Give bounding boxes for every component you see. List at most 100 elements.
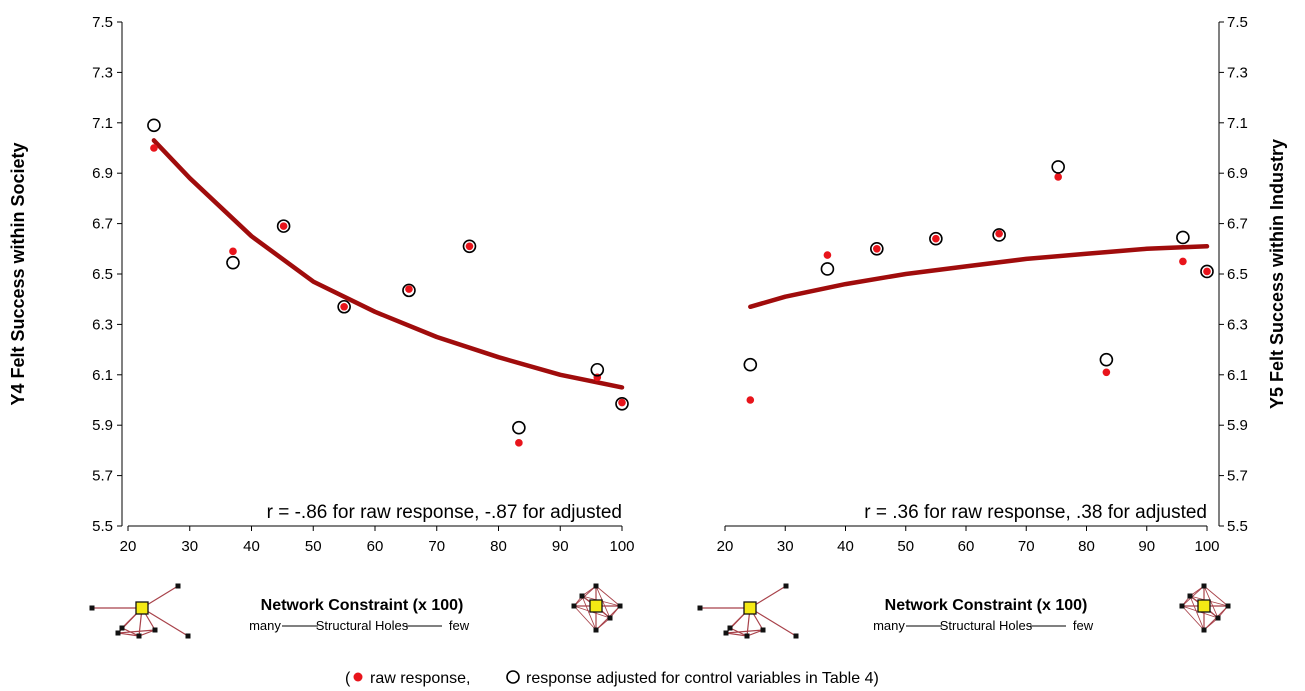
y-tick-label: 7.1 xyxy=(92,115,113,132)
x-tick-label: 60 xyxy=(367,538,384,555)
x-tick-label: 20 xyxy=(717,538,734,555)
y-tick-label: 5.9 xyxy=(92,417,113,434)
y-tick-label: 6.1 xyxy=(1227,367,1248,384)
y-tick-label: 6.7 xyxy=(92,216,113,233)
raw-response-point xyxy=(1054,173,1062,181)
x-subtitle-few: few xyxy=(449,618,470,633)
raw-response-point xyxy=(340,302,348,311)
raw-response-point xyxy=(1179,257,1187,266)
network-dense-icon xyxy=(571,583,623,633)
x-tick-label: 90 xyxy=(552,538,569,555)
x-subtitle-few: few xyxy=(1073,618,1094,633)
legend-adjusted-label: response adjusted for control variables … xyxy=(526,670,879,687)
adjusted-response-point xyxy=(820,262,835,276)
y-tick-label: 5.7 xyxy=(1227,468,1248,485)
adjusted-response-point xyxy=(147,118,161,133)
y-tick-label: 7.1 xyxy=(1227,115,1248,132)
y-tick-label: 5.7 xyxy=(92,468,113,485)
x-tick-label: 30 xyxy=(777,538,794,555)
network-sparse-icon xyxy=(697,583,799,639)
raw-response-point xyxy=(823,251,832,259)
raw-response-point xyxy=(229,247,237,256)
adjusted-response-point xyxy=(402,283,416,298)
x-subtitle-structural-holes: Structural Holes xyxy=(316,618,409,633)
x-tick-label: 80 xyxy=(1078,538,1095,555)
raw-response-point xyxy=(515,439,523,447)
x-tick-label: 100 xyxy=(609,538,634,555)
fit-curve xyxy=(748,244,1210,310)
y-tick-label: 5.5 xyxy=(1227,518,1248,535)
adjusted-response-point xyxy=(992,228,1006,242)
legend-raw-label: raw response, xyxy=(370,670,471,687)
raw-response-point xyxy=(150,144,158,152)
x-tick-label: 40 xyxy=(837,538,854,555)
y-tick-label: 7.5 xyxy=(1227,14,1248,31)
x-tick-label: 100 xyxy=(1194,538,1219,555)
chart-panel-2: 20 30 40 50 60 70 80 90 100 5.5 5.7 5.9 6.1 6.3 6.5 6.7… xyxy=(697,14,1287,639)
y-tick-label: 7.3 xyxy=(1227,64,1248,81)
y-tick-label: 6.7 xyxy=(1227,216,1248,233)
raw-response-point xyxy=(1203,267,1211,276)
chart-panel-1: 20 30 40 50 60 70 80 90 100 5.5 5.7 5.9 6.1 6.3 6.5 6.7… xyxy=(8,14,635,639)
correlation-annotation: r = .36 for raw response, .38 for adjust… xyxy=(864,502,1207,523)
x-tick-label: 80 xyxy=(490,538,507,555)
raw-response-point xyxy=(746,396,755,404)
x-tick-label: 30 xyxy=(181,538,198,555)
network-dense-icon xyxy=(1179,583,1231,633)
y-axis-title: Y5 Felt Success within Industry xyxy=(1267,139,1287,409)
legend-raw-marker xyxy=(353,672,363,682)
adjusted-response-point xyxy=(615,396,629,411)
adjusted-response-point xyxy=(1051,160,1065,174)
y-tick-label: 6.5 xyxy=(1227,266,1248,283)
x-axis-title: Network Constraint (x 100) xyxy=(261,597,464,614)
x-tick-label: 70 xyxy=(1018,538,1035,555)
adjusted-response-point xyxy=(1200,264,1214,279)
adjusted-response-point xyxy=(743,357,758,372)
fit-curve xyxy=(151,138,625,390)
x-tick-label: 50 xyxy=(305,538,322,555)
adjusted-response-point xyxy=(276,219,291,233)
y-tick-label: 6.9 xyxy=(1227,165,1248,182)
raw-response-point xyxy=(279,222,288,230)
x-tick-label: 90 xyxy=(1138,538,1155,555)
legend: ( raw response, response adjusted for co… xyxy=(345,670,879,687)
legend-adjusted-marker xyxy=(506,670,520,684)
raw-response-point xyxy=(932,234,940,243)
y-tick-label: 7.5 xyxy=(92,14,113,31)
adjusted-response-point xyxy=(1176,230,1190,245)
y-tick-label: 6.3 xyxy=(92,316,113,333)
x-subtitle-many: many xyxy=(249,618,281,633)
adjusted-response-point xyxy=(512,420,526,435)
y-axis-title: Y4 Felt Success within Society xyxy=(8,142,28,405)
y-tick-label: 5.5 xyxy=(92,518,113,535)
raw-response-point xyxy=(618,398,626,407)
adjusted-response-point xyxy=(929,231,943,246)
adjusted-response-point xyxy=(462,239,477,254)
legend-open-paren: ( xyxy=(345,670,351,687)
raw-response-point xyxy=(465,242,474,251)
adjusted-response-point xyxy=(337,299,351,314)
x-tick-label: 50 xyxy=(897,538,914,555)
raw-response-point xyxy=(995,229,1003,238)
x-subtitle-structural-holes: Structural Holes xyxy=(940,618,1033,633)
x-subtitle-many: many xyxy=(873,618,905,633)
raw-response-point xyxy=(1102,368,1111,377)
x-tick-label: 20 xyxy=(120,538,137,555)
y-tick-label: 5.9 xyxy=(1227,417,1248,434)
y-tick-label: 6.9 xyxy=(92,165,113,182)
x-tick-label: 70 xyxy=(428,538,445,555)
adjusted-response-point xyxy=(590,362,605,377)
x-tick-label: 40 xyxy=(243,538,260,555)
y-tick-label: 6.5 xyxy=(92,266,113,283)
adjusted-response-point xyxy=(226,255,240,270)
network-sparse-icon xyxy=(89,583,191,639)
raw-response-point xyxy=(873,245,881,253)
y-tick-label: 6.3 xyxy=(1227,316,1248,333)
x-axis-title: Network Constraint (x 100) xyxy=(885,597,1088,614)
x-tick-label: 60 xyxy=(958,538,975,555)
correlation-annotation: r = -.86 for raw response, -.87 for adju… xyxy=(267,502,622,523)
raw-response-point xyxy=(405,285,413,293)
adjusted-response-point xyxy=(870,242,884,256)
adjusted-response-point xyxy=(1099,352,1114,367)
